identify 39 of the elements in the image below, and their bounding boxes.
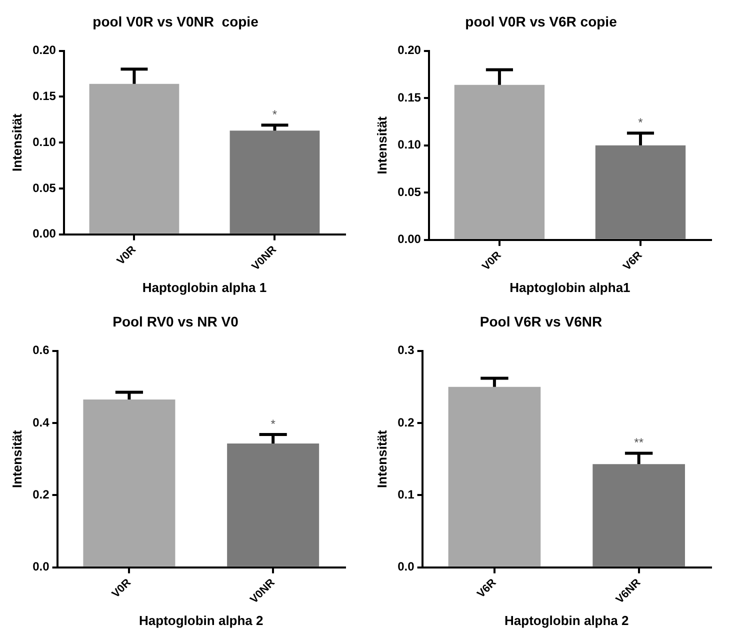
y-tick-label: 0.3 [398,343,415,358]
chart-title: pool V0R vs V6R copie [465,13,618,30]
y-tick-label: 0.2 [398,415,415,430]
chart-title: Pool RV0 vs NR V0 [112,313,239,330]
x-tick-label: V0R [110,576,134,600]
x-tick-label: V6R [621,249,645,274]
x-axis-title: Haptoglobin alpha 2 [504,612,629,628]
y-tick-label: 0.20 [398,43,422,58]
chart-title: Pool V6R vs V6NR [480,313,602,330]
y-tick-label: 0.0 [398,560,415,574]
x-axis-title: Haptoglobin alpha 1 [142,280,267,295]
y-tick-label: 0.00 [398,232,422,246]
y-tick-label: 0.15 [398,90,422,104]
y-axis-title: Intensität [374,116,390,174]
y-tick-label: 0.05 [398,184,422,199]
x-tick-label: V6R [475,576,499,600]
annotation: * [270,416,276,431]
x-axis-title: Haptoglobin alpha 2 [139,612,264,628]
y-tick-label: 0.2 [32,487,50,502]
y-tick-label: 0.05 [32,180,56,195]
y-axis-title: Intensität [9,430,24,488]
x-axis-title: Haptoglobin alpha1 [510,280,630,295]
annotation: ** [634,436,644,450]
y-tick-label: 0.6 [32,343,50,358]
y-axis-title: Intensität [374,430,390,488]
y-tick-label: 0.10 [32,134,56,149]
y-tick-label: 0.1 [398,487,415,502]
x-tick-label: V0R [114,244,139,268]
y-tick-label: 0.15 [32,88,56,103]
y-tick-label: 0.20 [32,43,56,58]
y-tick-label: 0.10 [398,138,422,152]
y-tick-label: 0.0 [32,560,50,574]
y-axis-title: Intensität [9,113,24,172]
x-tick-label: V0R [480,249,504,274]
y-tick-label: 0.00 [32,226,56,241]
y-tick-label: 0.4 [32,415,50,430]
chart-title: pool V0R vs V0NR copie [92,13,259,30]
annotation: * [272,107,278,122]
annotation: * [638,115,644,130]
